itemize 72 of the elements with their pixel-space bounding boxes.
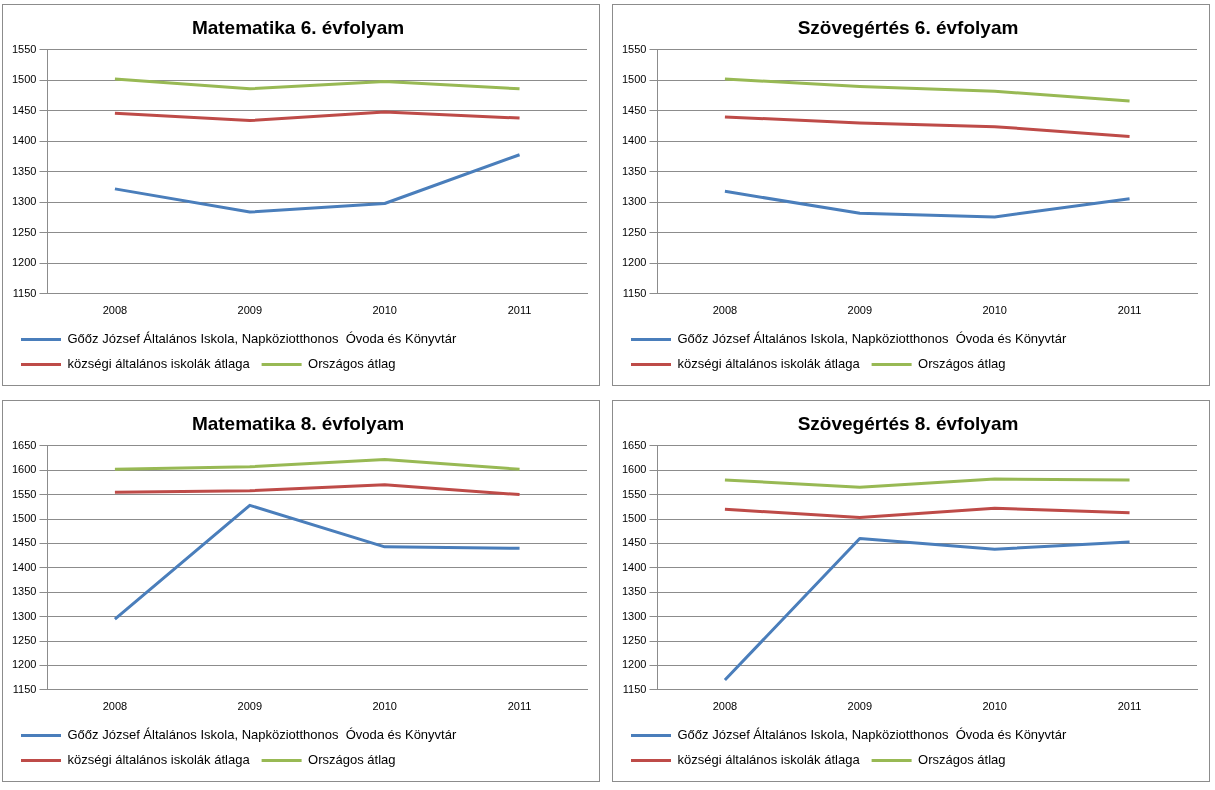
y-tick-label: 1500: [621, 512, 647, 525]
x-tick-label: 2010: [982, 304, 1007, 317]
y-tick-label: 1550: [621, 487, 647, 500]
y-tick-label: 1150: [12, 682, 37, 695]
legend-label: Országos átlag: [918, 752, 1006, 768]
chart-title: Szövegértés 8. évfolyam: [797, 412, 1019, 434]
y-tick-label: 1600: [621, 463, 647, 476]
legend-label: Gőőz József Általános Iskola, Napköziotthonos Óvoda és Könyvtár: [67, 727, 457, 743]
y-tick-label: 1200: [11, 658, 37, 671]
y-tick-label: 1450: [11, 536, 37, 549]
y-tick-label: 1650: [621, 438, 647, 451]
x-tick-label: 2009: [237, 700, 263, 713]
x-tick-label: 2011: [507, 304, 532, 317]
x-tick-label: 2011: [1117, 304, 1142, 317]
y-tick-label: 1300: [621, 195, 647, 208]
y-tick-label: 1400: [11, 560, 37, 573]
y-tick-label: 1500: [11, 512, 37, 525]
y-tick-label: 1550: [621, 42, 647, 55]
legend-label: Gőőz József Általános Iskola, Napköziotthonos Óvoda és Könyvtár: [677, 331, 1067, 347]
y-tick-label: 1350: [621, 585, 647, 598]
y-tick-label: 1150: [622, 286, 647, 299]
y-tick-label: 1650: [11, 438, 37, 451]
chart-title: Matematika 8. évfolyam: [191, 412, 405, 434]
y-tick-label: 1550: [11, 487, 37, 500]
x-tick-label: 2009: [847, 700, 873, 713]
y-tick-label: 1250: [11, 634, 37, 647]
y-tick-label: 1150: [12, 286, 37, 299]
legend-label: községi általános iskolák átlaga: [67, 356, 251, 372]
y-tick-label: 1500: [621, 73, 647, 86]
x-tick-label: 2010: [982, 700, 1007, 713]
y-tick-label: 1250: [621, 634, 647, 647]
y-tick-label: 1300: [621, 609, 647, 622]
y-tick-label: 1200: [621, 256, 647, 269]
legend-label: községi általános iskolák átlaga: [677, 356, 861, 372]
legend-label: Gőőz József Általános Iskola, Napköziotthonos Óvoda és Könyvtár: [67, 331, 457, 347]
x-tick-label: 2008: [712, 304, 738, 317]
y-tick-label: 1250: [621, 225, 647, 238]
legend-label: Országos átlag: [308, 356, 396, 372]
legend-label: Országos átlag: [918, 356, 1006, 372]
y-tick-label: 1450: [621, 103, 647, 116]
legend-label: Gőőz József Általános Iskola, Napköziotthonos Óvoda és Könyvtár: [677, 727, 1067, 743]
y-tick-label: 1150: [622, 682, 647, 695]
chart-title: Matematika 6. évfolyam: [191, 16, 405, 38]
y-tick-label: 1600: [11, 463, 37, 476]
y-tick-label: 1350: [11, 585, 37, 598]
y-tick-label: 1300: [11, 195, 37, 208]
y-tick-label: 1350: [621, 164, 647, 177]
y-tick-label: 1550: [11, 42, 37, 55]
x-tick-label: 2011: [507, 700, 532, 713]
y-tick-label: 1500: [11, 73, 37, 86]
x-tick-label: 2009: [847, 304, 873, 317]
legend-label: Országos átlag: [308, 752, 396, 768]
x-tick-label: 2010: [372, 700, 397, 713]
y-tick-label: 1400: [11, 134, 37, 147]
y-tick-label: 1450: [621, 536, 647, 549]
legend-label: községi általános iskolák átlaga: [67, 752, 251, 768]
x-tick-label: 2008: [102, 304, 128, 317]
chart-title: Szövegértés 6. évfolyam: [797, 16, 1019, 38]
x-tick-label: 2008: [102, 700, 128, 713]
y-tick-label: 1400: [621, 134, 647, 147]
y-tick-label: 1250: [11, 225, 37, 238]
y-tick-label: 1200: [11, 256, 37, 269]
x-tick-label: 2009: [237, 304, 263, 317]
x-tick-label: 2008: [712, 700, 738, 713]
x-tick-label: 2011: [1117, 700, 1142, 713]
y-tick-label: 1400: [621, 560, 647, 573]
y-tick-label: 1450: [11, 103, 37, 116]
y-tick-label: 1350: [11, 164, 37, 177]
y-tick-label: 1200: [621, 658, 647, 671]
legend-label: községi általános iskolák átlaga: [677, 752, 861, 768]
y-tick-label: 1300: [11, 609, 37, 622]
x-tick-label: 2010: [372, 304, 397, 317]
